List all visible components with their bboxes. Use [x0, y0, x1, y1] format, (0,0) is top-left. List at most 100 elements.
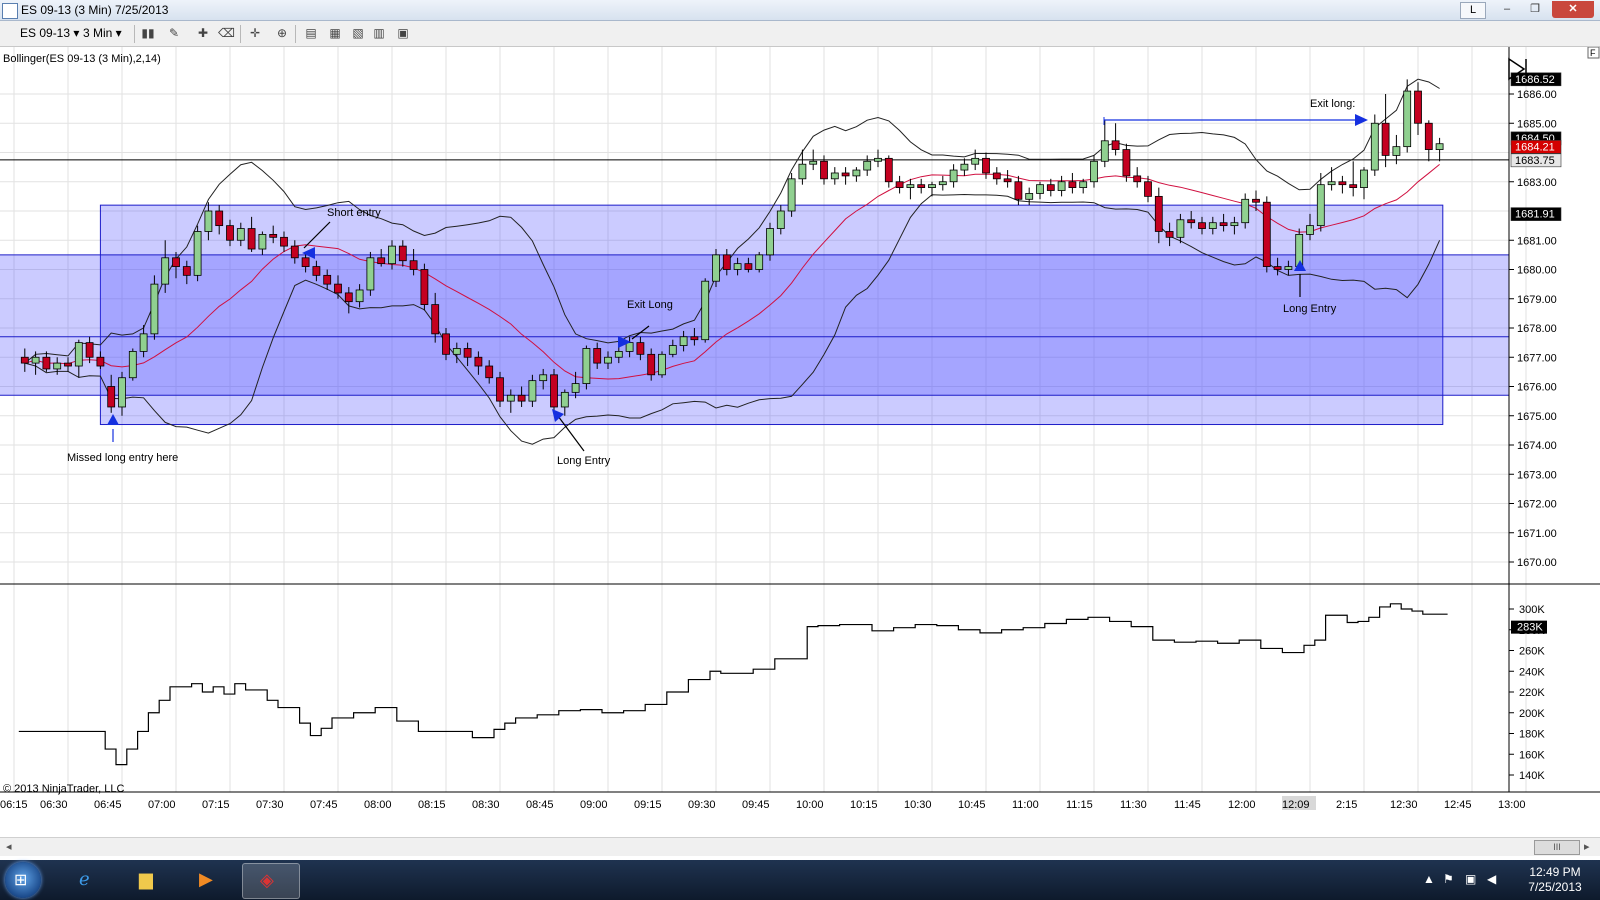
- candlestick[interactable]: [1424, 120, 1433, 162]
- candlestick[interactable]: [355, 284, 364, 308]
- candlestick[interactable]: [1046, 178, 1055, 197]
- candlestick[interactable]: [290, 240, 299, 264]
- candlestick[interactable]: [1327, 167, 1336, 191]
- candlestick[interactable]: [312, 260, 321, 282]
- candlestick[interactable]: [128, 348, 137, 381]
- candlestick[interactable]: [830, 167, 839, 185]
- data-box-icon[interactable]: ▤: [305, 26, 317, 40]
- candlestick[interactable]: [215, 205, 224, 235]
- candlestick[interactable]: [787, 172, 796, 217]
- candlestick[interactable]: [776, 205, 785, 235]
- candlestick[interactable]: [906, 178, 915, 200]
- candlestick[interactable]: [1349, 161, 1358, 197]
- candlestick[interactable]: [118, 371, 126, 416]
- candlestick[interactable]: [895, 175, 904, 194]
- candlestick[interactable]: [863, 155, 872, 176]
- candlestick[interactable]: [64, 357, 72, 372]
- candlestick[interactable]: [992, 167, 1001, 185]
- candlestick[interactable]: [712, 249, 720, 288]
- start-button[interactable]: ⊞: [5, 862, 41, 898]
- candlestick[interactable]: [982, 152, 990, 179]
- candlestick[interactable]: [377, 249, 386, 267]
- taskbar-internet-explorer[interactable]: ℯ: [62, 863, 118, 897]
- candlestick[interactable]: [1414, 82, 1422, 135]
- candlestick[interactable]: [496, 371, 504, 407]
- link-button[interactable]: L: [1460, 2, 1486, 19]
- candlestick[interactable]: [1262, 196, 1271, 273]
- candlestick[interactable]: [1100, 120, 1109, 168]
- candlestick[interactable]: [1176, 213, 1185, 244]
- candlestick[interactable]: [442, 328, 450, 361]
- candlestick[interactable]: [172, 251, 180, 279]
- candlestick[interactable]: [1392, 134, 1401, 165]
- candlestick[interactable]: [506, 389, 515, 413]
- candlestick[interactable]: [398, 240, 407, 267]
- candlestick[interactable]: [1230, 216, 1239, 235]
- candlestick[interactable]: [474, 351, 483, 375]
- candlestick[interactable]: [1370, 114, 1379, 176]
- candlestick[interactable]: [409, 249, 418, 276]
- price-volume-chart[interactable]: Short entry Exit Long Long Entry Missed lon…: [0, 46, 1600, 825]
- candlestick[interactable]: [636, 336, 645, 361]
- candlestick[interactable]: [528, 374, 537, 407]
- candlestick[interactable]: [366, 251, 375, 296]
- indicators-icon[interactable]: ▦: [329, 26, 341, 40]
- candlestick[interactable]: [74, 339, 83, 378]
- scroll-right-icon[interactable]: ▸: [1584, 841, 1590, 853]
- candlestick[interactable]: [679, 330, 688, 352]
- candlestick[interactable]: [485, 360, 494, 384]
- candlestick[interactable]: [226, 219, 234, 247]
- candlestick[interactable]: [571, 371, 580, 399]
- candlestick[interactable]: [53, 357, 62, 375]
- zoom-icon[interactable]: ⊕: [276, 26, 288, 40]
- candlestick[interactable]: [1381, 94, 1390, 168]
- drawing-pencil-icon[interactable]: ✎: [168, 26, 180, 40]
- candlestick[interactable]: [388, 240, 396, 270]
- candlestick[interactable]: [884, 155, 893, 188]
- candlestick[interactable]: [1014, 175, 1023, 206]
- candlestick[interactable]: [96, 351, 105, 369]
- candlestick[interactable]: [1057, 175, 1066, 197]
- candlestick[interactable]: [1187, 211, 1196, 229]
- candlestick[interactable]: [604, 351, 612, 369]
- candlestick[interactable]: [755, 251, 764, 273]
- candlestick[interactable]: [107, 374, 116, 413]
- action-center-flag-icon[interactable]: ⚑: [1443, 872, 1454, 886]
- candlestick[interactable]: [420, 263, 429, 311]
- candlestick[interactable]: [1122, 143, 1131, 182]
- candlestick[interactable]: [582, 345, 591, 390]
- plus-tool-icon[interactable]: ✚: [197, 26, 209, 40]
- horizontal-scrollbar[interactable]: ◂ III ▸: [0, 837, 1600, 856]
- templates-icon[interactable]: ▥: [373, 26, 385, 40]
- candlestick[interactable]: [452, 342, 461, 364]
- candlestick[interactable]: [1284, 260, 1293, 276]
- minimize-button[interactable]: –: [1503, 3, 1511, 15]
- candlestick[interactable]: [798, 149, 807, 185]
- candlestick[interactable]: [1241, 193, 1250, 229]
- candlestick[interactable]: [593, 342, 602, 369]
- taskbar-file-explorer[interactable]: ▆: [122, 863, 178, 897]
- taskbar-ninjatrader[interactable]: ◈: [242, 863, 300, 899]
- candlestick[interactable]: [236, 222, 245, 247]
- candlestick[interactable]: [1079, 178, 1088, 194]
- candlestick[interactable]: [971, 149, 980, 171]
- candlestick[interactable]: [841, 167, 850, 185]
- candlestick[interactable]: [344, 287, 353, 314]
- network-icon[interactable]: ▣: [1465, 872, 1477, 886]
- candlestick[interactable]: [42, 351, 51, 372]
- candlestick[interactable]: [647, 348, 656, 381]
- properties-icon[interactable]: ▣: [397, 26, 409, 40]
- interval-selector[interactable]: 3 Min ▾: [83, 26, 122, 40]
- candlestick[interactable]: [938, 175, 947, 191]
- candlestick[interactable]: [1252, 190, 1260, 211]
- chart-panel[interactable]: Short entry Exit Long Long Entry Missed lon…: [0, 46, 1600, 825]
- candlestick[interactable]: [960, 158, 969, 176]
- candlestick[interactable]: [1316, 172, 1325, 232]
- candlestick[interactable]: [301, 251, 310, 273]
- candlestick[interactable]: [1403, 79, 1412, 153]
- scroll-left-icon[interactable]: ◂: [6, 841, 12, 853]
- candlestick[interactable]: [269, 225, 278, 244]
- taskbar-media-player[interactable]: ▶: [182, 863, 238, 897]
- candlestick[interactable]: [614, 345, 623, 364]
- candlestick[interactable]: [150, 275, 159, 340]
